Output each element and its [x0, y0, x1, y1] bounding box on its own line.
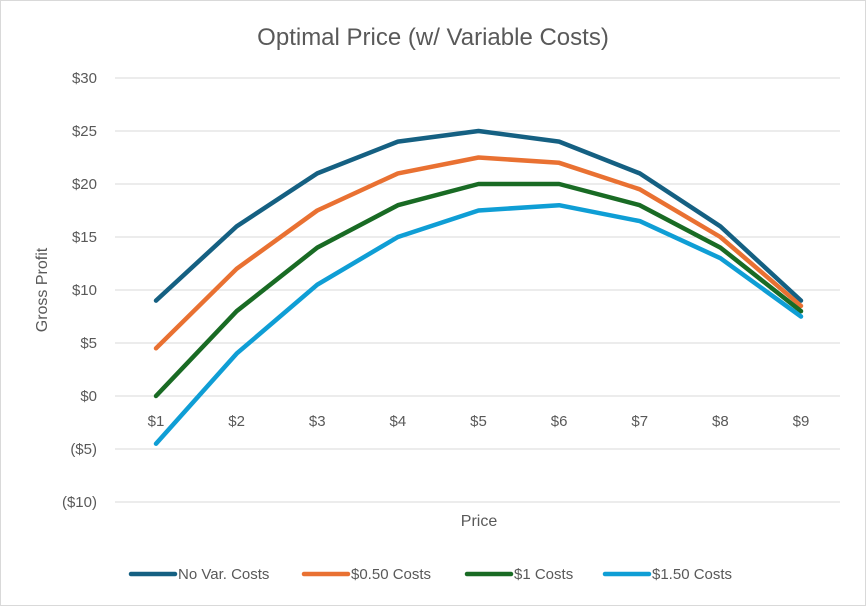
x-tick-label: $3 — [309, 413, 326, 430]
y-tick-label: ($10) — [62, 494, 97, 511]
legend-label: No Var. Costs — [178, 566, 269, 583]
y-tick-label: $5 — [80, 335, 97, 352]
x-tick-label: $1 — [148, 413, 165, 430]
x-axis-label: Price — [461, 513, 498, 530]
x-tick-label: $6 — [551, 413, 568, 430]
legend-label: $0.50 Costs — [351, 566, 431, 583]
chart-title: Optimal Price (w/ Variable Costs) — [257, 24, 609, 51]
x-tick-label: $5 — [470, 413, 487, 430]
x-tick-label: $7 — [631, 413, 648, 430]
x-tick-label: $9 — [793, 413, 810, 430]
series-line — [153, 181, 804, 399]
series-line — [153, 202, 804, 446]
y-tick-label: $25 — [72, 123, 97, 140]
y-tick-label: $15 — [72, 229, 97, 246]
x-tick-label: $2 — [228, 413, 245, 430]
legend: No Var. Costs $0.50 Costs $1 Costs $1.50 Co… — [128, 566, 732, 583]
x-tick-label: $8 — [712, 413, 729, 430]
y-tick-label: $0 — [80, 388, 97, 405]
y-tick-label: ($5) — [70, 441, 97, 458]
series-line — [153, 155, 804, 351]
series-line — [153, 128, 804, 303]
y-tick-label: $30 — [72, 70, 97, 87]
y-tick-label: $20 — [72, 176, 97, 193]
legend-label: $1 Costs — [514, 566, 573, 583]
legend-label: $1.50 Costs — [652, 566, 732, 583]
y-axis-label: Gross Profit — [34, 247, 51, 332]
x-tick-label: $4 — [390, 413, 407, 430]
y-tick-label: $10 — [72, 282, 97, 299]
